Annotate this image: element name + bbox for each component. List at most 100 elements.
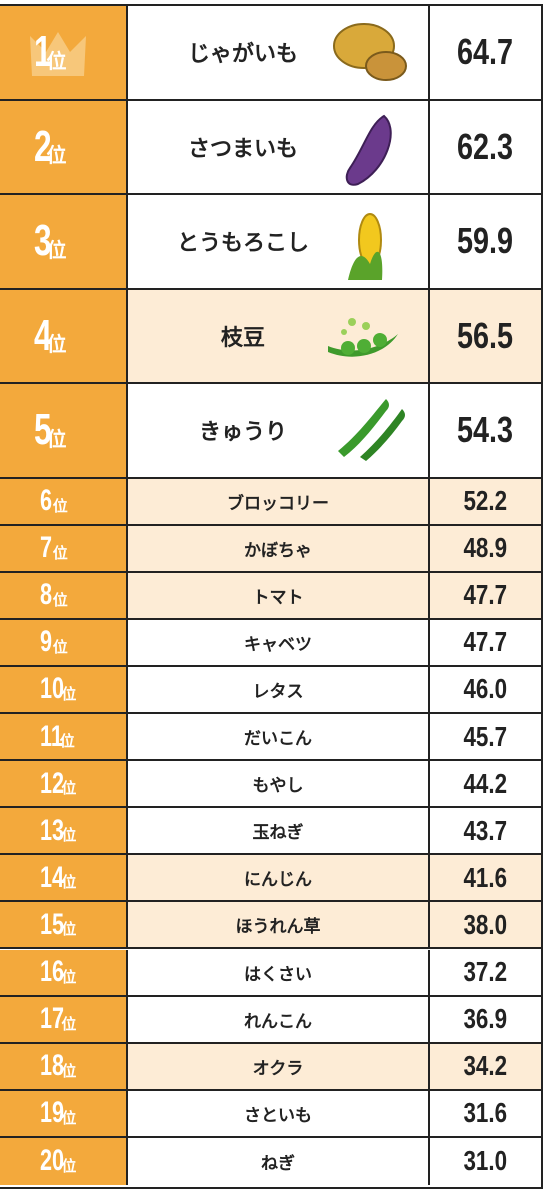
rank-number: 1 [34, 27, 52, 77]
rank-unit: 位 [61, 873, 77, 892]
table-row: 19 位 さといも 31.6 [0, 1090, 541, 1138]
rank-number: 18 [40, 1049, 65, 1083]
rank-unit: 位 [52, 637, 68, 656]
rank-unit: 位 [52, 496, 68, 515]
value-cell: 34.2 [430, 1043, 541, 1089]
vegetable-name: とうもろこし [176, 231, 309, 257]
value-text: 43.7 [463, 814, 508, 846]
rank-unit: 位 [46, 48, 67, 73]
value-cell: 47.7 [430, 572, 541, 618]
table-row: 11 位 だいこん 45.7 [0, 714, 541, 762]
rank-unit: 位 [46, 332, 67, 357]
value-text: 31.6 [463, 1097, 508, 1129]
value-text: 38.0 [463, 908, 508, 940]
value-cell: 62.3 [430, 101, 541, 194]
vegetable-name: かぼちゃ [244, 540, 312, 561]
name-cell: とうもろこし [128, 195, 430, 288]
rank-cell: 14 位 [0, 855, 128, 901]
vegetable-name: きゅうり [198, 420, 287, 446]
value-text: 64.7 [457, 31, 514, 73]
rank-unit: 位 [61, 826, 77, 845]
rank-unit: 位 [61, 1156, 77, 1175]
vegetable-icon [330, 18, 410, 92]
table-row: 9 位 キャベツ 47.7 [0, 619, 541, 667]
value-cell: 48.9 [430, 525, 541, 571]
vegetable-name: 枝豆 [220, 325, 265, 351]
vegetable-name: さつまいも [187, 136, 298, 162]
rank-number: 6 [40, 484, 53, 518]
table-row: 17 位 れんこん 36.9 [0, 996, 541, 1044]
name-cell: にんじん [128, 855, 430, 901]
rank-number: 8 [40, 578, 53, 612]
table-row: 6 位 ブロッコリー 52.2 [0, 478, 541, 526]
rank-cell: 17 位 [0, 996, 128, 1042]
vegetable-icon [340, 110, 400, 194]
rank-number: 9 [40, 625, 53, 659]
vegetable-icon [322, 312, 402, 366]
table-row: 1 位 じゃがいも 64.7 [0, 6, 541, 101]
rank-number: 11 [40, 719, 63, 753]
value-cell: 44.2 [430, 761, 541, 806]
table-row: 20 位 ねぎ 31.0 [0, 1137, 541, 1185]
rank-cell: 18 位 [0, 1043, 128, 1089]
value-text: 62.3 [457, 125, 514, 167]
value-cell: 41.6 [430, 855, 541, 901]
rank-unit: 位 [46, 143, 67, 168]
name-cell: さといも [128, 1090, 430, 1136]
name-cell: かぼちゃ [128, 525, 430, 571]
vegetable-name: トマト [252, 587, 304, 608]
name-cell: ねぎ [128, 1137, 430, 1185]
rank-number: 13 [40, 813, 65, 847]
table-row: 13 位 玉ねぎ 43.7 [0, 808, 541, 856]
rank-number: 3 [34, 216, 52, 266]
rank-unit: 位 [61, 1108, 77, 1127]
rank-cell: 12 位 [0, 761, 128, 807]
value-text: 41.6 [463, 861, 508, 893]
name-cell: はくさい [128, 949, 430, 995]
value-text: 48.9 [463, 532, 508, 564]
rank-number: 14 [40, 860, 65, 894]
value-text: 46.0 [463, 673, 508, 705]
table-row: 2 位 さつまいも 62.3 [0, 100, 541, 195]
table-row: 15 位 ほうれん草 38.0 [0, 902, 541, 950]
vegetable-name: 玉ねぎ [252, 823, 304, 844]
vegetable-name: さといも [244, 1105, 312, 1126]
vegetable-icon [340, 204, 390, 288]
table-row: 16 位 はくさい 37.2 [0, 949, 541, 997]
rank-unit: 位 [46, 237, 67, 262]
name-cell: きゅうり [128, 384, 430, 477]
rank-number: 7 [40, 531, 53, 565]
rank-unit: 位 [52, 543, 68, 562]
rank-unit: 位 [61, 684, 77, 703]
value-cell: 46.0 [430, 667, 541, 712]
value-text: 47.7 [463, 579, 508, 611]
name-cell: オクラ [128, 1043, 430, 1089]
rank-cell: 10 位 [0, 666, 128, 712]
rank-unit: 位 [61, 779, 77, 798]
rank-unit: 位 [46, 426, 67, 451]
table-row: 7 位 かぼちゃ 48.9 [0, 525, 541, 573]
table-row: 10 位 レタス 46.0 [0, 666, 541, 714]
rank-cell: 19 位 [0, 1090, 128, 1136]
name-cell: トマト [128, 572, 430, 618]
rank-cell: 11 位 [0, 714, 128, 760]
value-cell: 52.2 [430, 478, 541, 524]
value-text: 59.9 [457, 220, 514, 262]
rank-number: 20 [40, 1144, 65, 1178]
vegetable-name: レタス [252, 681, 304, 702]
rank-unit: 位 [61, 1014, 77, 1033]
name-cell: レタス [128, 666, 430, 712]
value-text: 31.0 [463, 1145, 508, 1177]
name-cell: ブロッコリー [128, 478, 430, 524]
table-row: 5 位 きゅうり 54.3 [0, 384, 541, 479]
rank-cell: 16 位 [0, 949, 128, 995]
rank-number: 2 [34, 121, 52, 171]
rank-number: 15 [40, 907, 65, 941]
